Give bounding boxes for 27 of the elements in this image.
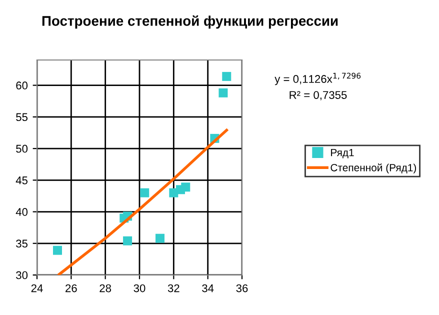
y-tick-label: 45 xyxy=(16,176,28,184)
point xyxy=(222,72,232,81)
line-series xyxy=(58,128,228,275)
y-tick-label: 35 xyxy=(16,240,28,248)
x-tick-label: 36 xyxy=(236,284,248,292)
y-tick-label: 30 xyxy=(16,271,28,280)
point xyxy=(140,188,150,198)
chart-title: Построение степенной функции регрессии xyxy=(42,15,338,29)
legend-label: Степенной (Ряд1) xyxy=(330,164,416,174)
y-tick-label: 40 xyxy=(16,208,28,216)
point xyxy=(156,234,164,243)
point xyxy=(53,246,62,255)
point xyxy=(181,182,190,192)
y-tick-label: 50 xyxy=(16,144,28,153)
x-tick-label: 24 xyxy=(31,284,43,292)
x-tick-label: 34 xyxy=(202,284,214,292)
x-tick-label: 30 xyxy=(134,284,146,292)
x-tick-label: 26 xyxy=(66,284,77,292)
legend-label: Ряд1 xyxy=(331,148,354,158)
y-tick-label: 55 xyxy=(16,113,28,122)
text: y = 0,1126x$^{1,7296}$ xyxy=(274,72,361,86)
point xyxy=(218,88,228,98)
x-tick-label: 28 xyxy=(100,284,112,292)
text: R² = 0,7355 xyxy=(290,91,347,100)
x-tick-label: 32 xyxy=(168,284,180,292)
y-tick-label: 60 xyxy=(16,82,28,90)
point xyxy=(123,236,132,246)
